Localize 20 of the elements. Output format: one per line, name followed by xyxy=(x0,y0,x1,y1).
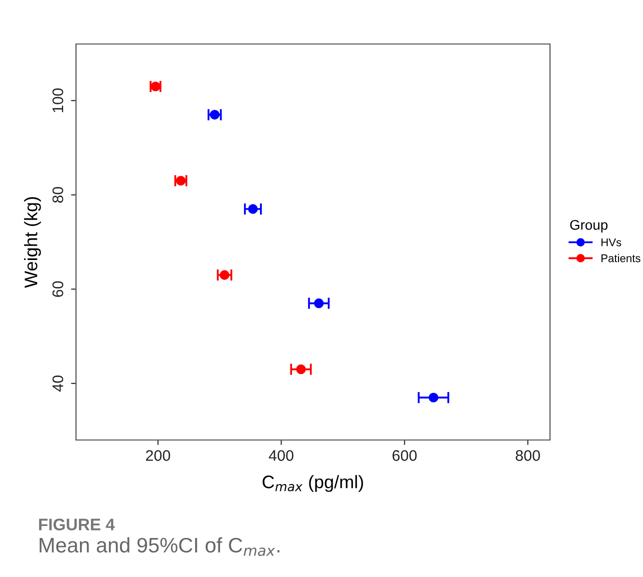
x-axis-title: C$_{max}$ (pg/ml) xyxy=(262,475,364,492)
point xyxy=(248,204,258,214)
point xyxy=(296,364,306,374)
caption: FIGURE 4 xyxy=(39,518,115,530)
text: Mean and 95%CI of C$_{max}$. xyxy=(40,537,280,556)
legend-title: Group xyxy=(570,220,608,233)
x-tick-label: 600 xyxy=(392,450,417,461)
legend-label: HVs xyxy=(602,238,622,246)
point xyxy=(428,392,438,402)
x-tick-label: 400 xyxy=(268,450,294,461)
y-axis-title: Weight (kg) xyxy=(24,197,41,288)
y-tick-label: 100 xyxy=(52,88,64,112)
x-tick-label: 200 xyxy=(146,450,170,461)
y-tick-label: 80 xyxy=(52,186,64,203)
x-tick-label: 800 xyxy=(516,450,540,461)
y-tick-label: 40 xyxy=(52,376,64,392)
point xyxy=(314,298,324,308)
y-tick-label: 60 xyxy=(52,281,64,297)
point xyxy=(220,270,230,280)
legend-label: Patients xyxy=(602,254,640,262)
